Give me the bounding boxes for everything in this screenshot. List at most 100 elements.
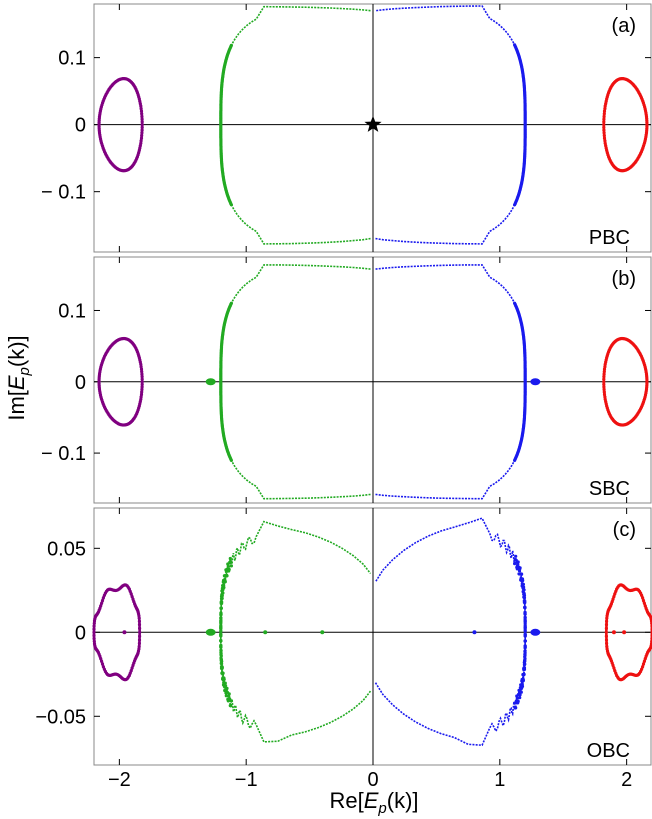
data-point bbox=[602, 117, 606, 121]
data-point bbox=[523, 632, 527, 637]
data-point bbox=[102, 667, 106, 671]
data-point bbox=[603, 141, 607, 145]
data-point bbox=[515, 565, 519, 570]
data-point bbox=[100, 601, 104, 605]
data-point bbox=[603, 107, 607, 111]
series-red bbox=[602, 77, 649, 173]
data-point bbox=[140, 387, 144, 392]
series-blue bbox=[374, 517, 527, 747]
series-purple bbox=[92, 583, 142, 682]
data-point bbox=[523, 659, 527, 663]
data-point bbox=[613, 669, 617, 673]
data-point bbox=[138, 102, 142, 106]
data-point bbox=[602, 380, 606, 384]
x-tick-label: 1 bbox=[494, 769, 505, 791]
data-point bbox=[221, 677, 225, 681]
data-point bbox=[219, 648, 223, 652]
data-point bbox=[137, 641, 141, 646]
data-point bbox=[603, 362, 607, 366]
data-point bbox=[523, 639, 527, 643]
data-point bbox=[523, 626, 527, 630]
data-point bbox=[614, 589, 618, 593]
data-point bbox=[100, 659, 104, 663]
data-point bbox=[130, 595, 134, 599]
data-point bbox=[99, 657, 103, 661]
data-point bbox=[129, 592, 133, 596]
panel-tag: (a) bbox=[612, 15, 636, 37]
data-point bbox=[602, 112, 606, 116]
data-point bbox=[219, 665, 224, 669]
data-point bbox=[602, 390, 606, 394]
series-purple bbox=[97, 77, 144, 173]
data-point bbox=[521, 678, 526, 683]
data-point bbox=[513, 558, 517, 562]
data-point bbox=[514, 706, 518, 710]
isolated-point bbox=[472, 630, 477, 635]
data-point bbox=[602, 131, 606, 135]
data-point bbox=[519, 690, 523, 694]
data-point bbox=[139, 109, 144, 113]
data-point bbox=[521, 590, 525, 594]
isolated-point bbox=[622, 630, 627, 635]
data-point bbox=[603, 395, 607, 399]
data-point bbox=[605, 644, 609, 649]
data-point bbox=[605, 619, 609, 623]
data-point bbox=[522, 672, 526, 676]
x-tick-label: −1 bbox=[235, 769, 258, 791]
data-point bbox=[92, 630, 96, 634]
series-curve bbox=[220, 520, 372, 743]
data-point bbox=[224, 694, 228, 698]
data-point bbox=[226, 564, 230, 568]
data-point bbox=[645, 125, 649, 129]
data-point bbox=[605, 616, 609, 620]
data-point bbox=[523, 657, 527, 661]
data-point bbox=[140, 390, 144, 394]
data-point bbox=[604, 630, 608, 634]
star-marker bbox=[364, 115, 382, 132]
y-tick-label: −0.05 bbox=[35, 706, 86, 728]
isolated-point bbox=[320, 630, 325, 635]
series-green bbox=[219, 5, 371, 245]
x-tick-label: −2 bbox=[108, 769, 131, 791]
data-point bbox=[602, 120, 606, 124]
data-point bbox=[224, 691, 228, 695]
data-point bbox=[604, 102, 608, 106]
series-blue bbox=[375, 5, 527, 245]
data-point bbox=[140, 382, 144, 386]
data-point bbox=[223, 580, 227, 584]
isolated-point bbox=[122, 630, 127, 635]
data-point bbox=[101, 665, 105, 669]
data-point bbox=[98, 606, 102, 611]
data-point bbox=[611, 663, 615, 668]
data-point bbox=[92, 624, 96, 628]
data-point bbox=[605, 641, 609, 646]
data-point bbox=[138, 630, 142, 634]
data-point bbox=[221, 683, 226, 687]
y-tick-label: 0.1 bbox=[58, 300, 86, 322]
data-point bbox=[92, 633, 96, 638]
series-curve bbox=[220, 5, 371, 245]
data-point bbox=[92, 627, 96, 631]
y-tick-label: 0 bbox=[75, 115, 86, 137]
series-green bbox=[219, 264, 371, 500]
data-point bbox=[520, 684, 525, 689]
data-point bbox=[514, 554, 518, 558]
panel-pbc: 0.1 0 − 0.1 (a) PBC bbox=[41, 3, 652, 253]
series-purple bbox=[97, 336, 144, 427]
data-point bbox=[228, 704, 232, 708]
data-point bbox=[140, 131, 144, 135]
data-point bbox=[219, 632, 223, 637]
data-point bbox=[523, 623, 527, 627]
data-point bbox=[140, 120, 144, 124]
data-point bbox=[225, 574, 229, 578]
data-point bbox=[228, 556, 232, 561]
panel-sbc: 0.1 0 − 0.1 (b) SBC bbox=[41, 256, 652, 504]
data-point bbox=[219, 623, 223, 628]
data-point bbox=[644, 606, 648, 611]
data-point bbox=[602, 387, 606, 392]
data-point bbox=[219, 639, 223, 643]
data-point bbox=[138, 634, 142, 638]
y-tick-label: 0.1 bbox=[58, 48, 86, 70]
data-point bbox=[226, 697, 230, 702]
data-point bbox=[99, 604, 103, 608]
